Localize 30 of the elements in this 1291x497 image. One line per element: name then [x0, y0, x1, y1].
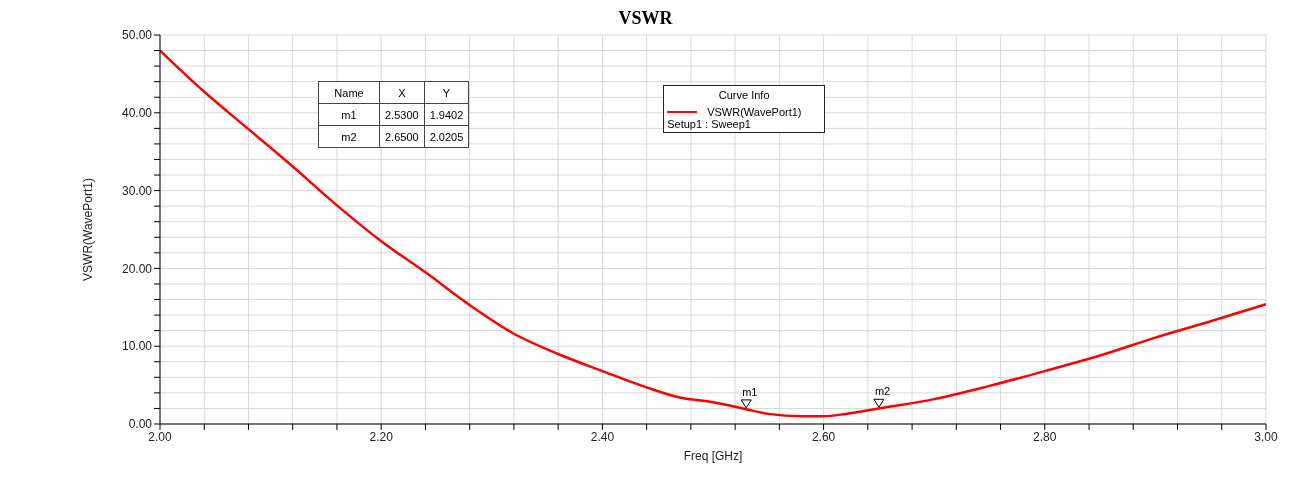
y-axis-title: VSWR(WavePort1): [81, 178, 96, 281]
x-axis-title: Freq [GHz]: [683, 449, 743, 463]
line-series: [160, 49, 1266, 418]
x-tick-label: 3.00: [1254, 429, 1278, 444]
annotation: Name: [318, 81, 380, 104]
annotation: 2.0205: [424, 125, 469, 148]
annotation: m2: [318, 125, 380, 148]
y-tick-label: 20.00: [121, 261, 153, 276]
y-tick-label: 10.00: [121, 339, 153, 354]
annotation: Setup1 : Sweep1: [667, 118, 752, 130]
legend-title: Curve Info: [717, 88, 771, 103]
annotation: m1: [318, 103, 380, 126]
chart-title: VSWR: [617, 8, 674, 29]
y-tick-label: 50.00: [121, 28, 153, 43]
x-tick-label: 2.40: [590, 429, 615, 444]
y-tick-label: 0.00: [128, 417, 153, 432]
x-tick-label: 2.80: [1033, 429, 1057, 444]
annotation: X: [379, 81, 425, 104]
y-tick-label: 30.00: [121, 183, 153, 198]
annotation: 1.9402: [424, 103, 469, 126]
x-tick-label: 2.20: [369, 429, 394, 444]
legend-label: VSWR(WavePort1): [707, 106, 802, 118]
x-tick-label: 2.00: [148, 429, 172, 444]
annotation: 2.5300: [379, 103, 425, 126]
annotation: 2.6500: [379, 125, 425, 148]
annotation: m2: [874, 385, 891, 398]
annotation: Y: [424, 81, 469, 104]
y-tick-label: 40.00: [121, 106, 153, 121]
annotation: m1: [742, 385, 758, 398]
x-tick-label: 2.60: [811, 429, 836, 444]
